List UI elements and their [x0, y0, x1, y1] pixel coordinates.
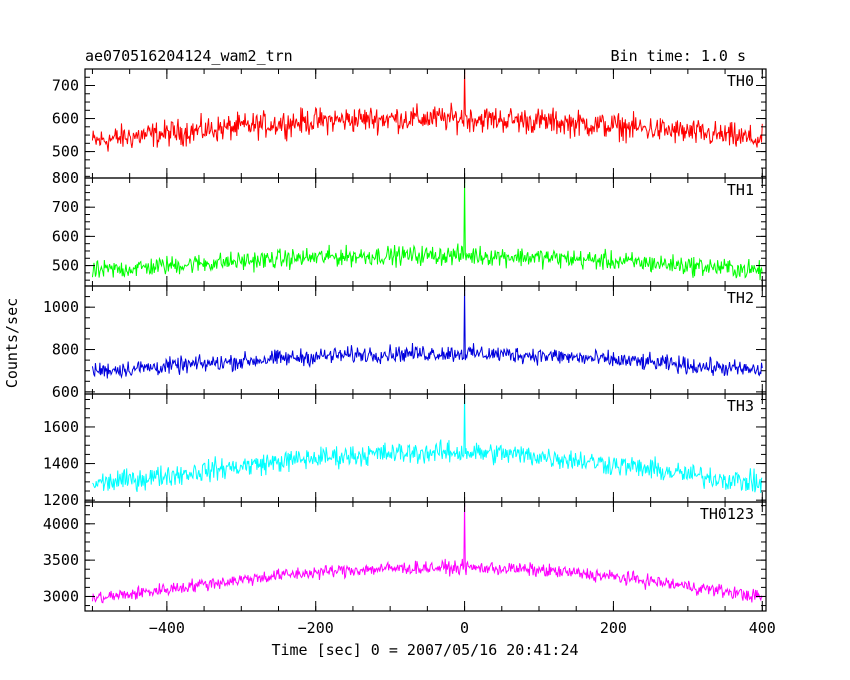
panels-group: 500 600 700 TH0 500 600 700 800 TH1 600 800 1000 TH2… [43, 68, 776, 637]
bin-time-label: Bin time: 1.0 s [611, 47, 746, 65]
panel-name-th0: TH0 [727, 72, 754, 90]
panel-frame [84, 501, 767, 612]
x-tick-label: 200 [600, 619, 627, 637]
y-tick-label: 4000 [43, 515, 79, 533]
y-tick-label: 1000 [43, 298, 79, 316]
y-tick-label: 500 [52, 143, 79, 161]
series-line-th0123 [91, 502, 763, 604]
series-line-th3 [92, 394, 763, 493]
y-tick-label: 600 [52, 383, 79, 401]
x-tick-label: −200 [298, 619, 334, 637]
y-tick-label: 1400 [43, 455, 79, 473]
y-tick-label: 800 [52, 169, 79, 187]
x-axis-label: Time [sec] 0 = 2007/05/16 20:41:24 [271, 641, 578, 659]
y-tick-label: 3500 [43, 551, 79, 569]
panel-name-th1: TH1 [727, 181, 754, 199]
x-tick-label: 400 [749, 619, 776, 637]
panel-th1: 500 600 700 800 TH1 [52, 169, 767, 287]
y-tick-label: 500 [52, 257, 79, 275]
y-tick-label: 1200 [43, 491, 79, 509]
panel-th2: 600 800 1000 TH2 [43, 285, 767, 401]
chart-title: ae070516204124_wam2_trn [85, 47, 293, 65]
x-tick-label: 0 [460, 619, 469, 637]
y-tick-label: 700 [52, 198, 79, 216]
panel-name-th3: TH3 [727, 397, 754, 415]
panel-th0123: 3000 3500 4000 TH0123 [43, 501, 767, 612]
panel-name-th2: TH2 [727, 289, 754, 307]
y-tick-label: 600 [52, 110, 79, 128]
y-tick-label: 600 [52, 227, 79, 245]
series-line-th0 [91, 69, 763, 152]
panel-th0: 500 600 700 TH0 [52, 68, 767, 179]
y-tick-label: 3000 [43, 587, 79, 605]
y-tick-label: 1600 [43, 418, 79, 436]
y-tick-label: 700 [52, 77, 79, 95]
series-line-th1 [91, 178, 763, 281]
panel-th3: 1200 1400 1600 TH3 [43, 393, 767, 509]
x-tick-label: −400 [149, 619, 185, 637]
y-tick-label: 800 [52, 341, 79, 359]
y-axis-label: Counts/sec [3, 298, 21, 388]
panel-frame [84, 285, 767, 395]
panel-frame [84, 177, 767, 287]
series-line-th2 [91, 286, 763, 379]
panel-name-th0123: TH0123 [700, 505, 754, 523]
